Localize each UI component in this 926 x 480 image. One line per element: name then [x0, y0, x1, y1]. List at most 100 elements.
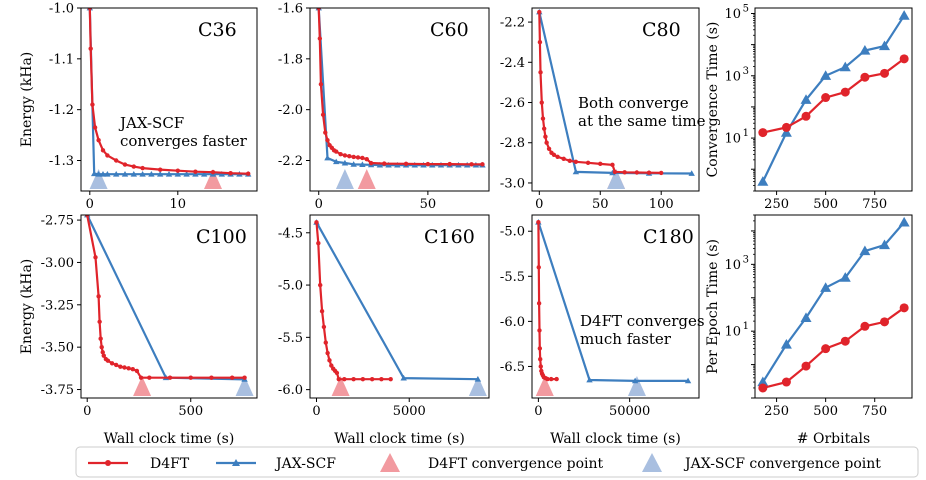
y-tick-exponent: 5 — [743, 3, 749, 14]
jax-convergence-marker — [335, 169, 354, 189]
jax-scf-point — [400, 374, 407, 381]
jax-scf-point — [359, 161, 366, 167]
d4ft-point — [659, 170, 664, 176]
x-tick-label: 10 — [170, 197, 187, 212]
x-tick-label: 0 — [535, 197, 543, 212]
plot-area — [315, 8, 486, 189]
d4ft-point — [242, 375, 247, 380]
jax-scf-point — [820, 70, 832, 80]
x-tick-label: 5000 — [393, 404, 426, 419]
axes-frame — [531, 214, 700, 399]
jax-scf-point — [688, 170, 695, 176]
d4ft-point — [342, 376, 347, 382]
axes-frame — [309, 7, 490, 192]
d4ft-point — [134, 368, 140, 374]
y-axis-label: Energy (kHa) — [19, 52, 35, 148]
x-tick-label: 50 — [592, 197, 609, 212]
jax-scf-point — [174, 171, 181, 177]
d4ft-point — [351, 376, 356, 382]
jax-scf-point — [757, 176, 769, 186]
y-tick-label: 10 — [724, 7, 741, 22]
d4ft-point — [319, 309, 325, 314]
x-tick-label: 50 — [420, 197, 437, 212]
d4ft-point — [403, 161, 409, 167]
y-tick-label: -1.1 — [49, 52, 74, 67]
y-tick-label: -1.2 — [49, 103, 74, 118]
legend-d4ft-conv-marker — [380, 453, 400, 472]
d4ft-series-line — [86, 215, 245, 379]
d4ft-convergence-marker — [357, 169, 376, 189]
d4ft-point — [327, 358, 332, 363]
jax-scf-point — [350, 161, 357, 167]
jax-scf-point — [376, 161, 384, 168]
panel-annotation: D4FT converges — [580, 312, 705, 330]
d4ft-point — [360, 376, 366, 382]
d4ft-point — [541, 126, 547, 131]
d4ft-point — [368, 160, 374, 166]
jax-convergence-marker — [607, 169, 626, 189]
jax-scf-point — [218, 171, 225, 177]
d4ft-point — [131, 164, 136, 169]
legend-d4ft-conv-label: D4FT convergence point — [428, 456, 604, 472]
y-tick-label: -3.25 — [41, 298, 74, 313]
jax-scf-point — [148, 171, 155, 177]
d4ft-point — [548, 376, 554, 382]
d4ft-point — [860, 72, 870, 82]
jax-scf-point — [572, 168, 580, 175]
jax-scf-point — [800, 94, 812, 104]
jax-scf-point — [839, 272, 851, 282]
panel-title: C36 — [198, 19, 237, 41]
d4ft-point — [318, 282, 323, 288]
jax-scf-point — [839, 61, 851, 72]
d4ft-point — [320, 112, 326, 117]
d4ft-point — [325, 350, 330, 356]
d4ft-point — [425, 161, 431, 167]
y-tick-label: -3.75 — [41, 383, 74, 398]
y-tick-label: 10 — [724, 69, 741, 84]
d4ft-point — [342, 153, 348, 158]
d4ft-point — [382, 161, 387, 166]
jax-scf-point — [113, 171, 120, 177]
d4ft-point — [538, 364, 543, 369]
legend-jax-conv-label: JAX-SCF convergence point — [683, 456, 881, 472]
y-axis-label: Energy (kHa) — [19, 259, 35, 355]
d4ft-point — [585, 160, 591, 166]
d4ft-point — [105, 358, 111, 363]
y-tick-label: -2.2 — [500, 16, 525, 31]
panel-title: C60 — [430, 19, 469, 41]
d4ft-point — [92, 125, 98, 130]
d4ft-point — [316, 241, 321, 246]
y-tick-label: -2.8 — [500, 136, 525, 151]
jax-scf-point — [183, 171, 190, 177]
d4ft-point — [821, 344, 831, 354]
d4ft-point — [480, 162, 485, 167]
d4ft-point — [93, 255, 98, 260]
d4ft-point — [130, 366, 135, 372]
d4ft-point — [334, 370, 340, 376]
y-tick-label: 10 — [724, 325, 741, 340]
y-tick-label: -5.0 — [278, 279, 303, 294]
d4ft-point — [314, 220, 319, 225]
panel-annotation: at the same time — [578, 112, 706, 130]
d4ft-point — [96, 137, 101, 143]
x-tick-label: 250 — [764, 197, 789, 212]
x-tick-label: 500 — [813, 197, 838, 212]
y-tick-label: -4.5 — [278, 226, 303, 241]
d4ft-point — [899, 303, 909, 313]
x-axis-label: Wall clock time (s) — [334, 431, 465, 447]
x-tick-label: 0 — [86, 197, 94, 212]
d4ft-point — [210, 169, 216, 175]
jax-scf-point — [104, 171, 111, 177]
d4ft-point — [538, 357, 543, 362]
d4ft-point — [840, 87, 850, 97]
d4ft-point — [551, 152, 557, 158]
d4ft-point — [545, 376, 550, 382]
jax-scf-point — [898, 10, 910, 20]
jax-scf-series-line — [537, 221, 688, 382]
x-tick-label: 750 — [862, 404, 887, 419]
d4ft-point — [538, 70, 543, 75]
jax-scf-point — [201, 171, 208, 177]
